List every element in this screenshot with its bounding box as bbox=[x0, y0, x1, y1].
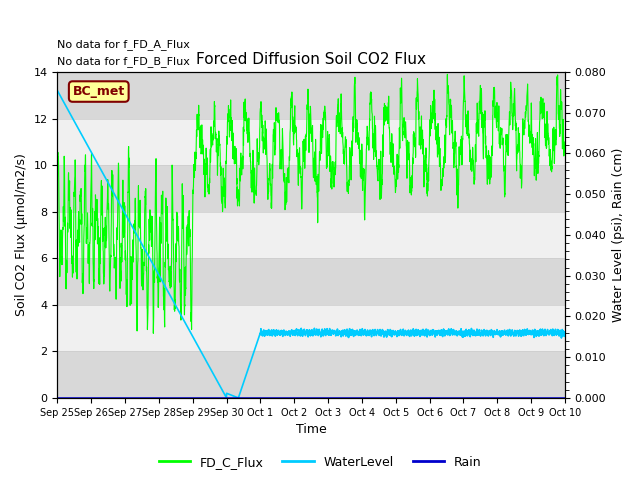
Text: No data for f_FD_A_Flux: No data for f_FD_A_Flux bbox=[58, 39, 190, 50]
Y-axis label: Soil CO2 Flux (μmol/m2/s): Soil CO2 Flux (μmol/m2/s) bbox=[15, 154, 28, 316]
Bar bbox=[58, 212, 565, 258]
Bar bbox=[58, 305, 565, 351]
X-axis label: Time: Time bbox=[296, 423, 326, 436]
Bar bbox=[58, 165, 565, 212]
Legend: FD_C_Flux, WaterLevel, Rain: FD_C_Flux, WaterLevel, Rain bbox=[154, 451, 486, 474]
Bar bbox=[58, 119, 565, 165]
Bar bbox=[58, 258, 565, 305]
Bar bbox=[58, 72, 565, 119]
Bar bbox=[58, 351, 565, 398]
Text: BC_met: BC_met bbox=[72, 85, 125, 98]
Y-axis label: Water Level (psi), Rain (cm): Water Level (psi), Rain (cm) bbox=[612, 148, 625, 322]
Text: No data for f_FD_B_Flux: No data for f_FD_B_Flux bbox=[58, 56, 190, 67]
Title: Forced Diffusion Soil CO2 Flux: Forced Diffusion Soil CO2 Flux bbox=[196, 52, 426, 67]
